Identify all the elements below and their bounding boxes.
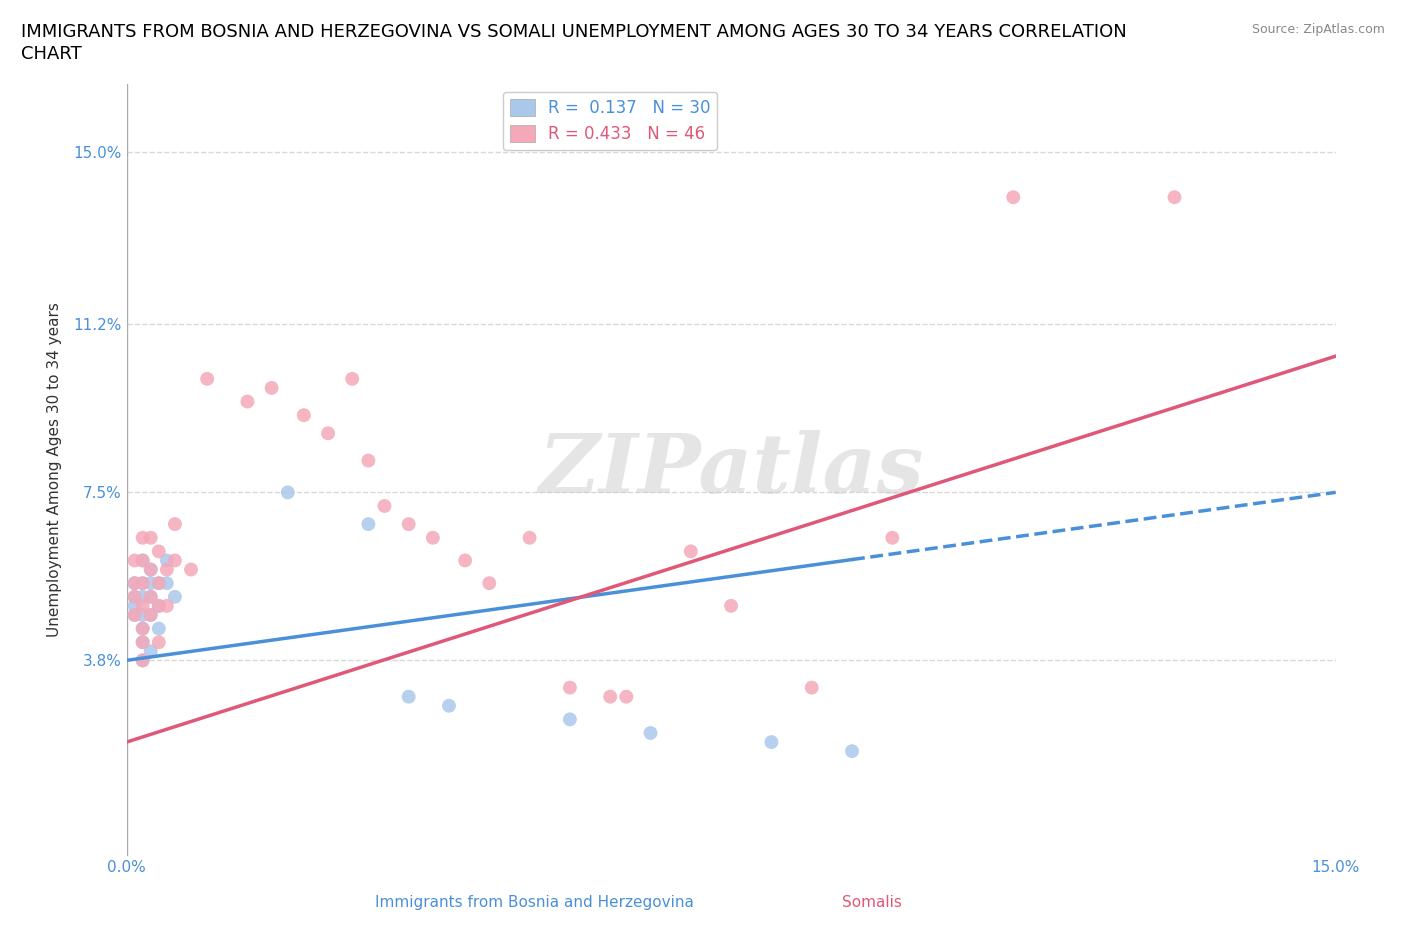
Point	[131, 653, 153, 668]
Point	[124, 590, 146, 604]
Point	[124, 553, 146, 568]
Point	[841, 744, 863, 759]
Legend: R =  0.137   N = 30, R = 0.433   N = 46: R = 0.137 N = 30, R = 0.433 N = 46	[503, 92, 717, 150]
Point	[195, 371, 218, 386]
Point	[398, 689, 420, 704]
Point	[558, 680, 581, 695]
Y-axis label: Unemployment Among Ages 30 to 34 years: Unemployment Among Ages 30 to 34 years	[48, 302, 62, 637]
Point	[139, 576, 162, 591]
Text: CHART: CHART	[21, 45, 82, 62]
Point	[614, 689, 637, 704]
Point	[148, 598, 170, 613]
Point	[124, 576, 146, 591]
Point	[139, 607, 162, 622]
Point	[124, 607, 146, 622]
Point	[131, 530, 153, 545]
Point	[163, 517, 186, 532]
Point	[640, 725, 662, 740]
Point	[236, 394, 259, 409]
Point	[156, 576, 179, 591]
Point	[437, 698, 460, 713]
Point	[131, 621, 153, 636]
Point	[454, 553, 477, 568]
Point	[124, 598, 146, 613]
Point	[148, 544, 170, 559]
Point	[679, 544, 702, 559]
Point	[131, 553, 153, 568]
Point	[163, 553, 186, 568]
Point	[131, 590, 153, 604]
Point	[131, 576, 153, 591]
Point	[131, 553, 153, 568]
Point	[163, 590, 186, 604]
Point	[422, 530, 444, 545]
Point	[139, 530, 162, 545]
Point	[277, 485, 299, 499]
Text: IMMIGRANTS FROM BOSNIA AND HERZEGOVINA VS SOMALI UNEMPLOYMENT AMONG AGES 30 TO 3: IMMIGRANTS FROM BOSNIA AND HERZEGOVINA V…	[21, 23, 1126, 41]
Point	[131, 598, 153, 613]
Point	[519, 530, 541, 545]
Point	[139, 562, 162, 577]
Point	[156, 598, 179, 613]
Text: Immigrants from Bosnia and Herzegovina: Immigrants from Bosnia and Herzegovina	[375, 895, 693, 910]
Point	[558, 712, 581, 727]
Point	[148, 598, 170, 613]
Point	[599, 689, 621, 704]
Point	[720, 598, 742, 613]
Point	[124, 576, 146, 591]
Text: ZIPatlas: ZIPatlas	[538, 430, 924, 510]
Point	[124, 607, 146, 622]
Point	[761, 735, 783, 750]
Point	[131, 621, 153, 636]
Point	[131, 653, 153, 668]
Point	[139, 644, 162, 658]
Point	[398, 517, 420, 532]
Point	[373, 498, 395, 513]
Point	[800, 680, 823, 695]
Point	[316, 426, 339, 441]
Point	[156, 553, 179, 568]
Point	[156, 562, 179, 577]
Point	[131, 635, 153, 650]
Text: Source: ZipAtlas.com: Source: ZipAtlas.com	[1251, 23, 1385, 36]
Text: Somalis: Somalis	[842, 895, 901, 910]
Point	[1163, 190, 1185, 205]
Point	[1002, 190, 1025, 205]
Point	[292, 407, 315, 422]
Point	[148, 576, 170, 591]
Point	[124, 590, 146, 604]
Point	[357, 453, 380, 468]
Point	[148, 635, 170, 650]
Point	[342, 371, 364, 386]
Point	[478, 576, 501, 591]
Point	[139, 590, 162, 604]
Point	[139, 562, 162, 577]
Point	[131, 576, 153, 591]
Point	[260, 380, 283, 395]
Point	[131, 607, 153, 622]
Point	[180, 562, 202, 577]
Point	[882, 530, 904, 545]
Point	[139, 607, 162, 622]
Point	[131, 635, 153, 650]
Point	[139, 590, 162, 604]
Point	[148, 576, 170, 591]
Point	[357, 517, 380, 532]
Point	[148, 621, 170, 636]
